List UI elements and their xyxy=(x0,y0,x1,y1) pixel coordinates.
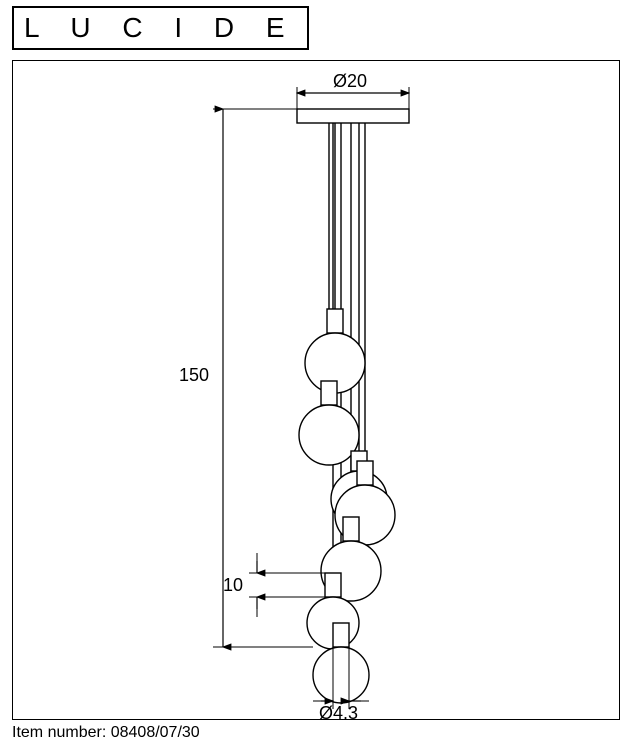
technical-drawing: Ø20 xyxy=(13,61,621,721)
brand-logo: L U C I D E xyxy=(12,6,309,50)
height-label: 150 xyxy=(179,365,209,385)
canopy-diameter-label: Ø20 xyxy=(333,71,367,91)
item-number-value: 08408/07/30 xyxy=(111,724,200,741)
brand-text: L U C I D E xyxy=(24,12,297,43)
drawing-frame: Ø20 xyxy=(12,60,620,720)
item-label: Item number: xyxy=(12,724,106,741)
height-dimension: 150 xyxy=(179,109,313,647)
socket-diameter-label: Ø4.3 xyxy=(319,703,358,721)
socket-height-dimension: 10 xyxy=(223,553,325,617)
canopy xyxy=(297,109,409,123)
socket-height-label: 10 xyxy=(223,575,243,595)
canopy-dimension: Ø20 xyxy=(297,71,409,109)
pendants xyxy=(299,309,395,703)
item-number-line: Item number: 08408/07/30 xyxy=(12,724,200,742)
